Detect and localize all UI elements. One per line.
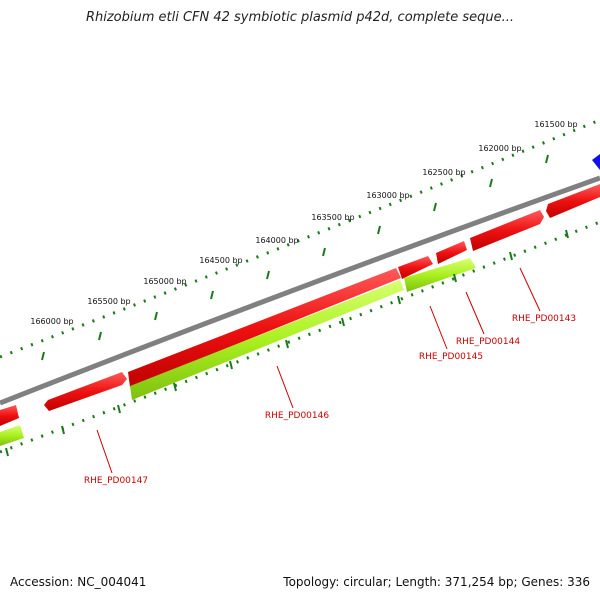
gene-label[interactable]: RHE_PD00144: [456, 337, 520, 347]
ruler-tick-label: 165000 bp: [143, 277, 186, 286]
cds-next: [546, 184, 600, 218]
ruler-tick-label: 162000 bp: [478, 144, 521, 153]
gene-label[interactable]: RHE_PD00145: [419, 352, 483, 362]
ruler-tick: [210, 290, 214, 300]
outer-ruler-dots: [0, 118, 600, 359]
cds-RHE_PD00145: [128, 268, 401, 387]
gene-label[interactable]: RHE_PD00143: [512, 314, 576, 324]
cds-RHE_PD00147-fragment: [0, 405, 19, 426]
ruler-tick-label: 165500 bp: [87, 297, 130, 306]
ruler-tick: [154, 311, 158, 321]
ruler-tick: [117, 404, 121, 414]
cds-track: [0, 184, 600, 426]
plasmid-backbone: [0, 175, 600, 406]
ruler-tick-label: 163000 bp: [366, 191, 409, 200]
ruler-tick: [266, 270, 270, 280]
ruler-tick: [322, 247, 326, 257]
cds-RHE_PD00146: [44, 372, 127, 411]
gene-leader-line: [519, 267, 541, 312]
ruler-tick-label: 166000 bp: [30, 317, 73, 326]
blue-feature-arrow: [592, 154, 600, 170]
ruler-tick: [433, 202, 437, 212]
ruler-labels: 161500 bp 162000 bp 162500 bp 163000 bp 1635…: [30, 120, 577, 326]
gene-label[interactable]: RHE_PD00147: [84, 476, 148, 486]
ruler-tick-label: 163500 bp: [311, 213, 354, 222]
ruler-tick: [229, 360, 233, 370]
ruler-tick: [61, 425, 65, 435]
gene-labels: RHE_PD00143 RHE_PD00144 RHE_PD00145 RHE_PD0…: [84, 267, 576, 486]
ruler-tick-label: 164000 bp: [255, 236, 298, 245]
ruler-tick-label: 162500 bp: [422, 168, 465, 177]
gene-label[interactable]: RHE_PD00146: [265, 411, 329, 421]
ruler-tick-label: 164500 bp: [199, 256, 242, 265]
outer-ruler-ticks: [41, 154, 549, 361]
ruler-tick: [453, 273, 457, 283]
gene-leader-line: [465, 291, 485, 335]
ruler-tick: [285, 339, 289, 349]
ruler-tick: [341, 317, 345, 327]
accession-label: Accession: NC_004041: [10, 575, 147, 589]
ruler-tick: [5, 447, 9, 457]
gene-RHE_PD00146: [130, 280, 404, 400]
ruler-tick: [98, 331, 102, 341]
ruler-tick: [545, 154, 549, 164]
gene-RHE_PD00145: [404, 258, 476, 292]
ruler-tick: [509, 251, 513, 261]
ruler-tick: [489, 178, 493, 188]
ruler-tick: [377, 225, 381, 235]
ruler-tick: [397, 295, 401, 305]
map-title: Rhizobium etli CFN 42 symbiotic plasmid …: [85, 10, 515, 25]
gene-leader-line: [429, 305, 448, 350]
cds-RHE_PD00143: [470, 210, 544, 251]
inner-ruler-ticks: [5, 229, 569, 457]
ruler-tick-label: 161500 bp: [534, 120, 577, 129]
gene-leader-line: [96, 429, 113, 474]
topology-summary: Topology: circular; Length: 371,254 bp; …: [283, 575, 590, 589]
gene-RHE_PD00147-fragment: [0, 425, 24, 446]
ruler-tick: [173, 382, 177, 392]
ruler-tick: [565, 229, 569, 239]
cds-RHE_PD00144: [436, 241, 467, 264]
gene-track: [0, 258, 476, 446]
ruler-tick: [41, 351, 45, 361]
cds-RHE_PD00145b: [398, 256, 433, 279]
gene-leader-line: [276, 365, 294, 409]
